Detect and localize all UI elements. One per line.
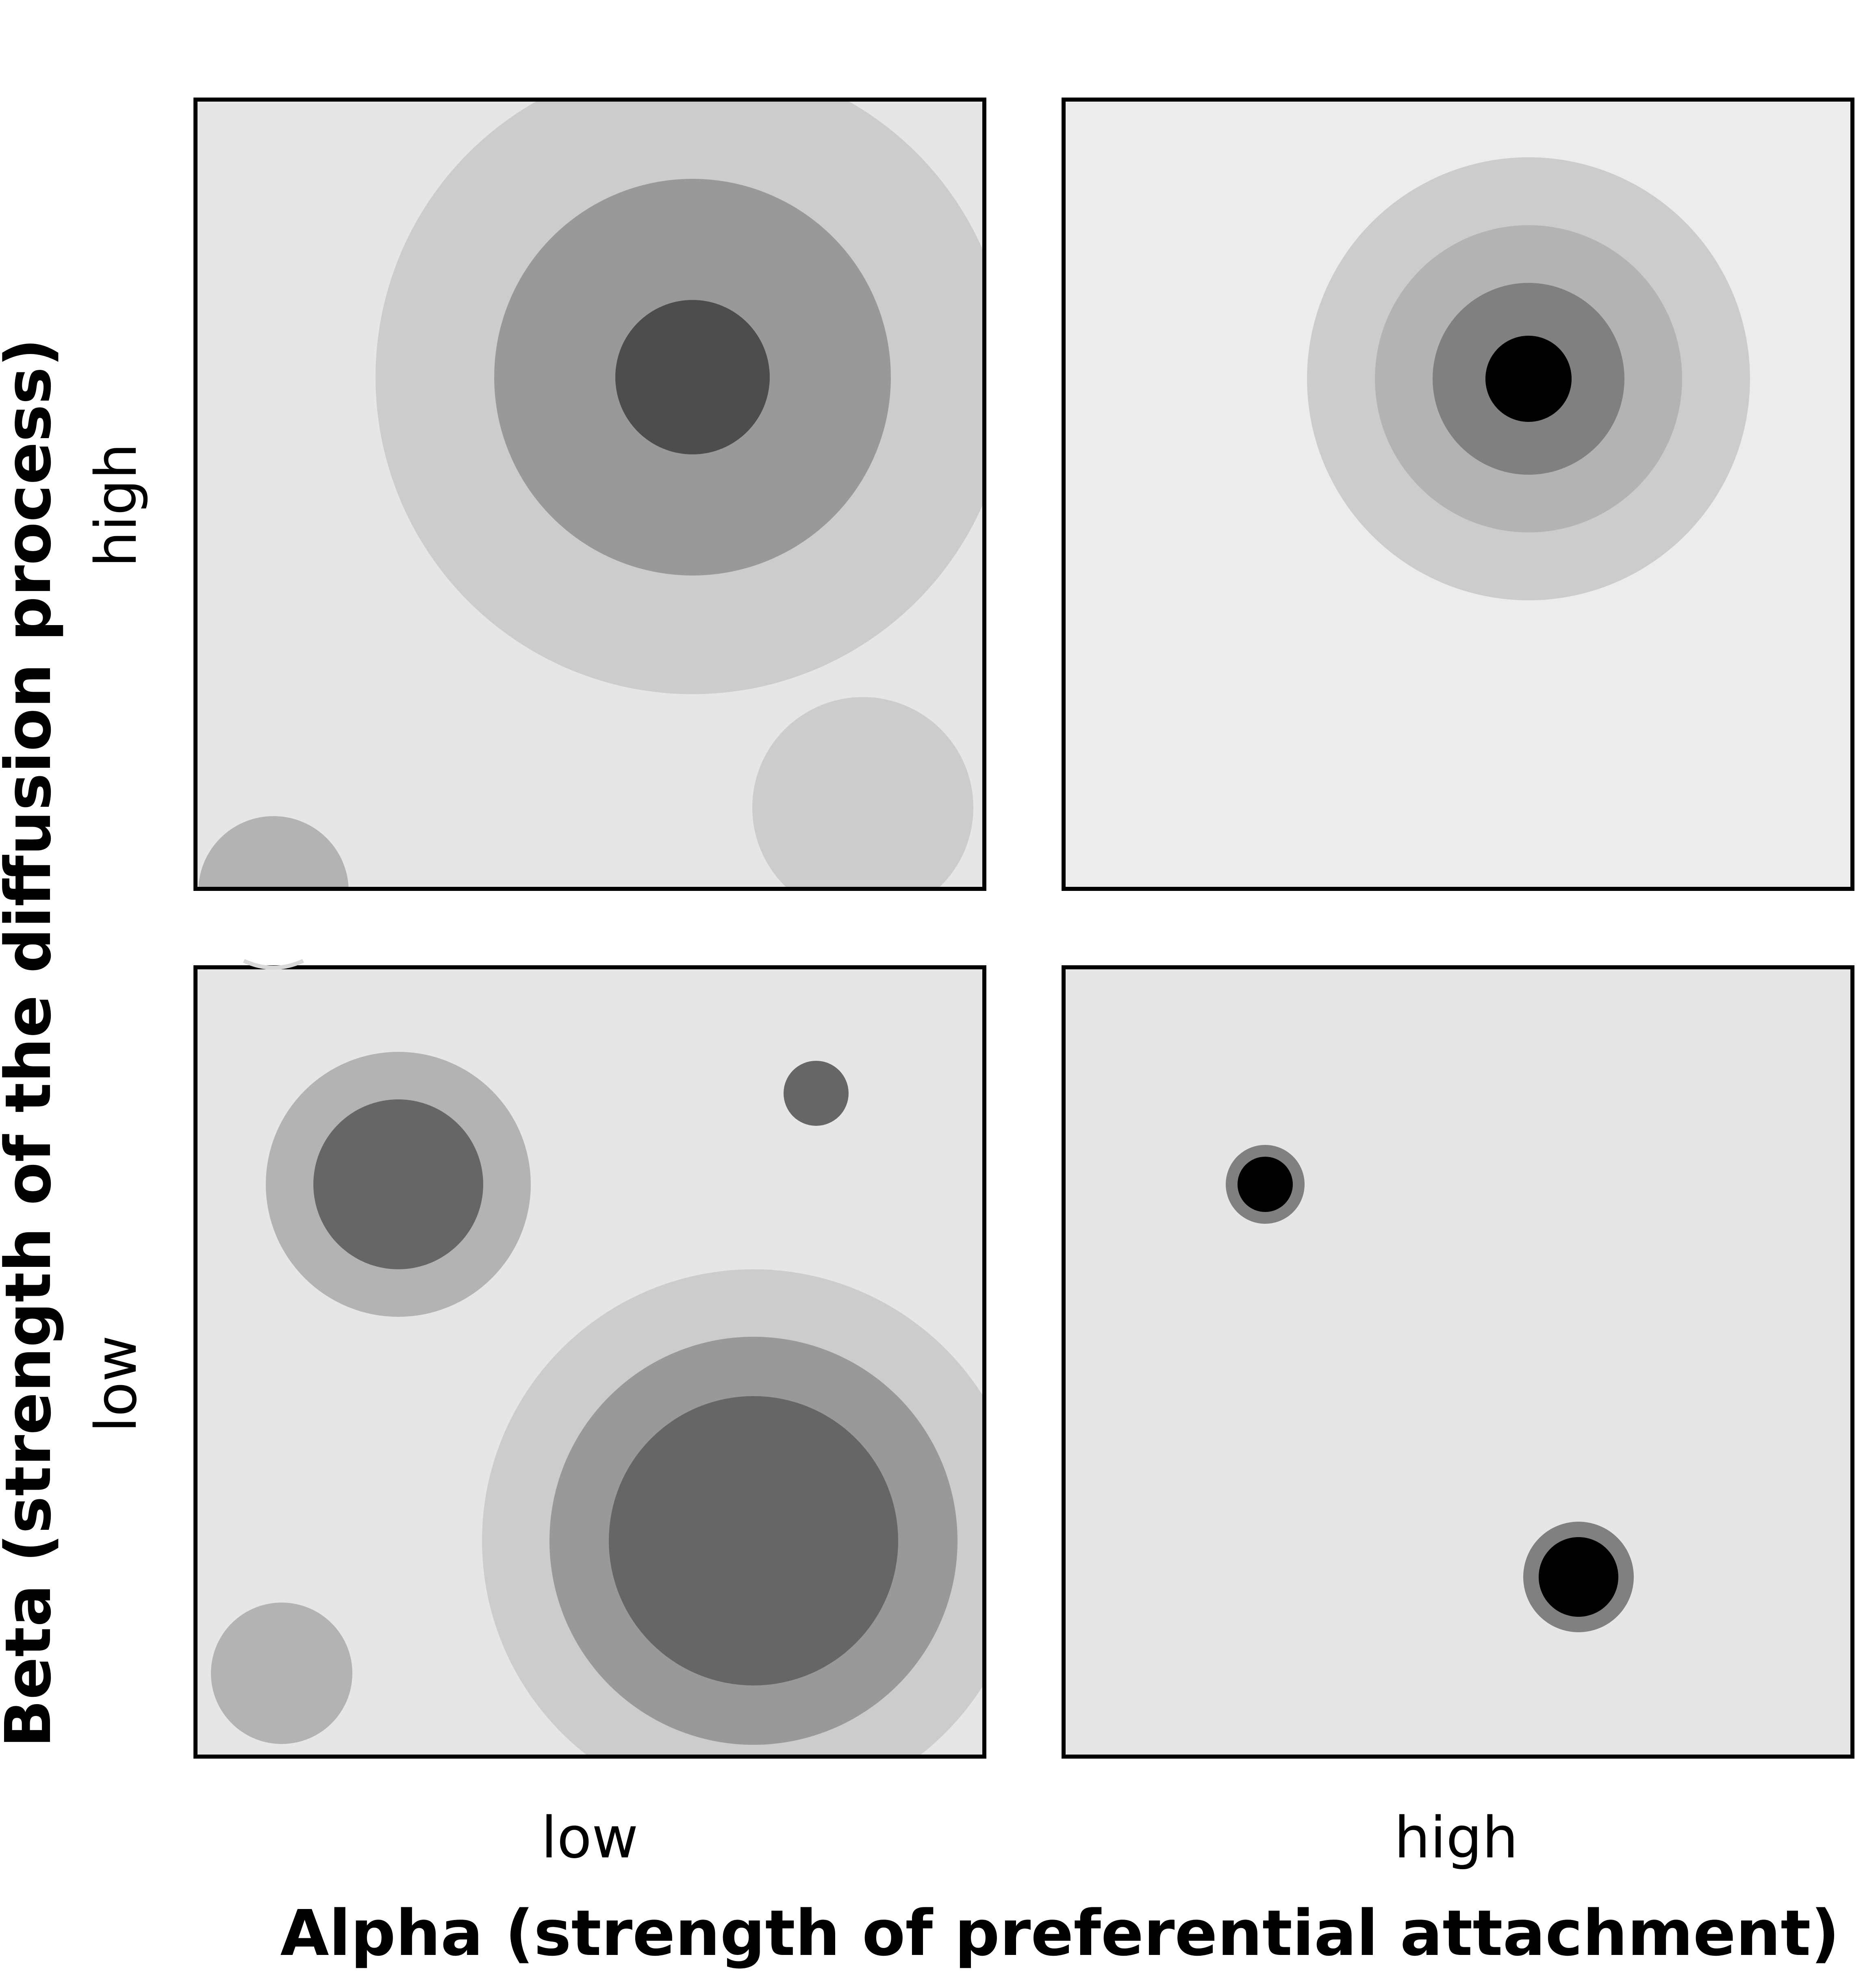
density-blob (784, 1061, 849, 1126)
density-peak (1238, 1157, 1293, 1212)
density-peak (615, 300, 770, 454)
panel-alpha-low-beta-high (193, 98, 986, 891)
density-blob (198, 816, 349, 889)
panel-background (1064, 967, 1852, 1757)
density-blob (211, 1603, 352, 1744)
density-arc-fragment (243, 959, 304, 970)
x-axis-title: Alpha (strength of preferential attachme… (280, 1896, 1840, 1970)
density-blob (752, 697, 973, 889)
panel-alpha-high-beta-low (1062, 965, 1854, 1759)
density-peak (313, 1099, 483, 1269)
density-peak (1485, 336, 1572, 422)
density-peak (609, 1396, 898, 1685)
x-axis-low-label: low (541, 1805, 638, 1871)
y-axis-high-label: high (83, 443, 150, 567)
panel-border (193, 965, 986, 1759)
panel-border (1062, 965, 1854, 1759)
panel-alpha-high-beta-high (1062, 98, 1854, 891)
density-peak (1539, 1537, 1618, 1617)
y-axis-low-label: low (83, 1335, 150, 1432)
panel-border (1062, 98, 1854, 891)
panel-alpha-low-beta-low (193, 965, 986, 1759)
panel-border (193, 98, 986, 891)
x-axis-high-label: high (1394, 1805, 1518, 1871)
y-axis-title: Beta (strength of the diffusion process) (0, 338, 65, 1748)
